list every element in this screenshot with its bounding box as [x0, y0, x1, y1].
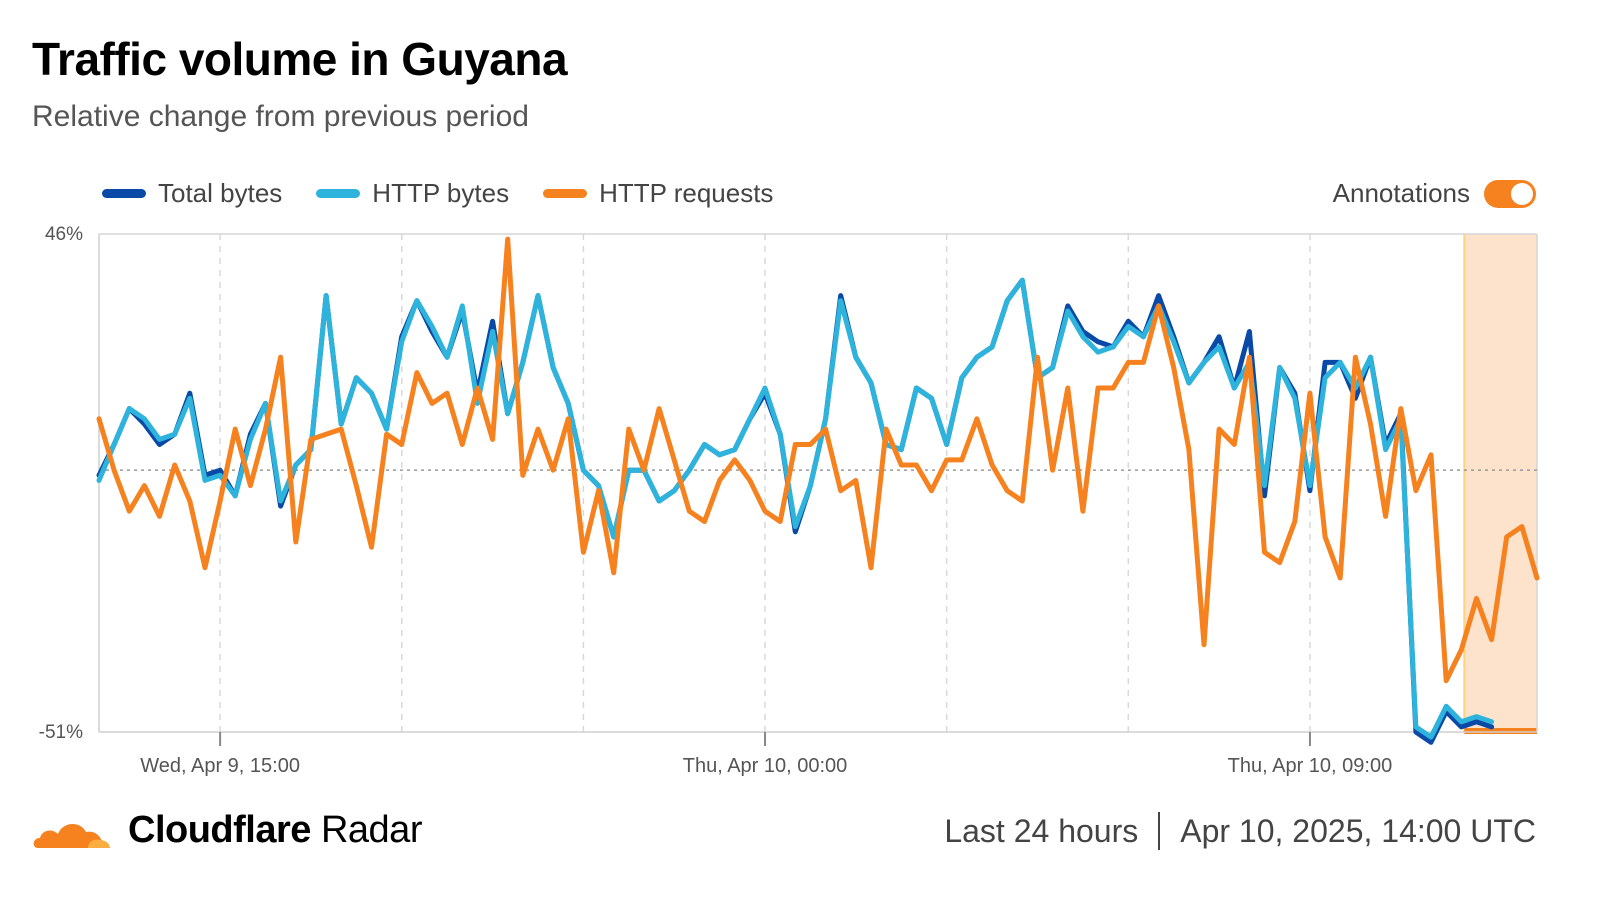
footer-meta: Last 24 hours Apr 10, 2025, 14:00 UTC — [944, 812, 1536, 850]
toggle-knob — [1511, 182, 1533, 205]
y-tick-label-max: 46% — [45, 224, 83, 245]
annotations-toggle[interactable] — [1484, 179, 1536, 208]
time-range: Last 24 hours — [944, 812, 1139, 849]
legend-swatch-http-bytes — [316, 189, 361, 198]
brand-bold: Cloudflare — [128, 808, 311, 851]
annotations-label: Annotations — [1332, 178, 1470, 208]
legend-label-http-requests: HTTP requests — [599, 178, 774, 208]
brand-rest: Radar — [320, 808, 423, 851]
footer-separator — [1158, 812, 1161, 850]
cloudflare-cloud-icon — [33, 823, 110, 848]
chart-legend: Total bytes HTTP bytes HTTP requests — [102, 178, 807, 209]
annotation-band — [1464, 234, 1537, 732]
series-line-http-bytes — [96, 277, 1495, 740]
y-tick-label-min: -51% — [39, 722, 83, 743]
cloudflare-radar-logo: Cloudflare Radar — [30, 808, 422, 852]
legend-label-http-bytes: HTTP bytes — [372, 178, 510, 208]
page-subtitle: Relative change from previous period — [32, 100, 529, 133]
legend-item-http-bytes[interactable]: HTTP bytes — [316, 178, 509, 209]
legend-item-http-requests[interactable]: HTTP requests — [543, 178, 773, 209]
x-tick-label: Thu, Apr 10, 09:00 — [1228, 755, 1393, 777]
page-title: Traffic volume in Guyana — [32, 33, 568, 85]
legend-swatch-total-bytes — [102, 189, 146, 198]
x-tick-label: Thu, Apr 10, 00:00 — [683, 755, 848, 777]
legend-item-total-bytes[interactable]: Total bytes — [102, 178, 282, 209]
legend-swatch-http-requests — [543, 189, 588, 198]
legend-label-total-bytes: Total bytes — [158, 178, 283, 208]
annotations-control: Annotations — [1333, 178, 1536, 209]
series-line-http-requests — [96, 236, 1540, 684]
x-tick-label: Wed, Apr 9, 15:00 — [140, 755, 300, 777]
timestamp: Apr 10, 2025, 14:00 UTC — [1180, 812, 1536, 849]
traffic-line-chart: 46% -51% Wed, Apr 9, 15:00 Thu, Apr 10, 00:… — [39, 224, 1540, 777]
